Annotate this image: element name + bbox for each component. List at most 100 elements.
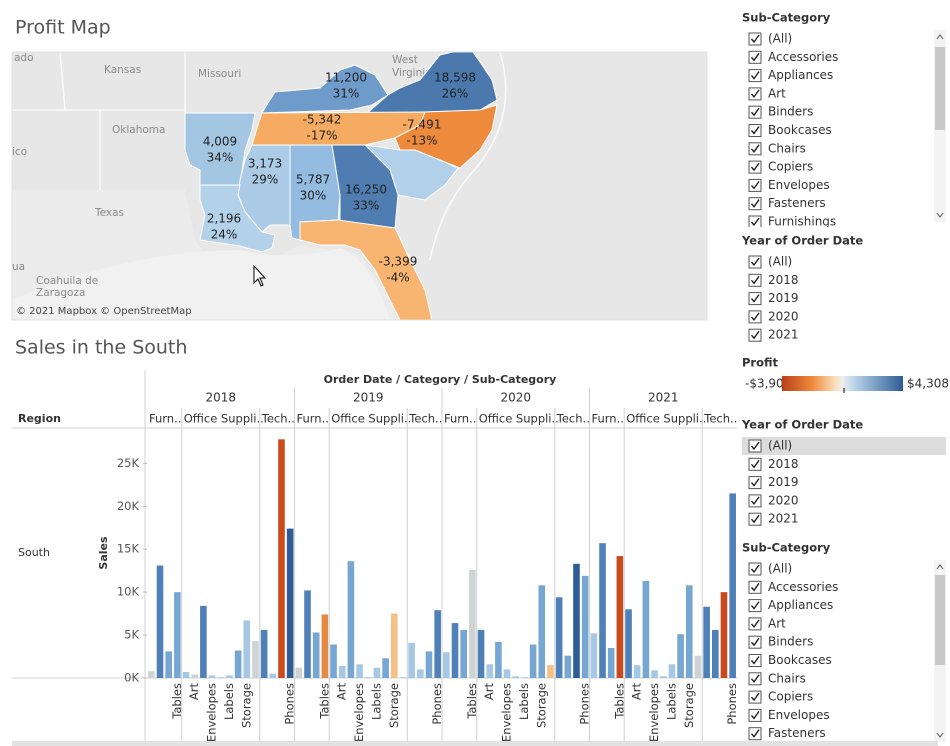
bar[interactable]: [382, 658, 389, 678]
bar[interactable]: [312, 632, 320, 678]
filter-item[interactable]: Bookcases: [768, 123, 832, 137]
bar[interactable]: [217, 677, 225, 678]
bar[interactable]: [599, 543, 606, 678]
filter-item[interactable]: Chairs: [768, 671, 806, 685]
filter-item[interactable]: (All): [768, 32, 792, 46]
bar[interactable]: [252, 641, 259, 678]
bar[interactable]: [547, 665, 554, 678]
filter-item[interactable]: Art: [768, 616, 786, 630]
checkbox[interactable]: [748, 672, 762, 686]
filter-item[interactable]: (All): [768, 562, 792, 576]
bar[interactable]: [443, 652, 450, 678]
filter-item[interactable]: 2021: [768, 328, 799, 342]
checkbox[interactable]: [748, 197, 762, 211]
bar[interactable]: [729, 493, 736, 678]
bar[interactable]: [174, 592, 181, 678]
bar[interactable]: [295, 667, 303, 678]
scroll-up[interactable]: [936, 34, 944, 40]
bar[interactable]: [555, 597, 563, 678]
bar[interactable]: [234, 650, 242, 678]
checkbox[interactable]: [748, 635, 762, 649]
bar[interactable]: [590, 633, 598, 678]
bar[interactable]: [200, 605, 207, 678]
checkbox[interactable]: [748, 328, 762, 342]
bar[interactable]: [304, 590, 311, 678]
bar[interactable]: [607, 647, 615, 678]
scroll-down[interactable]: [936, 212, 944, 218]
filter-item[interactable]: (All): [768, 255, 792, 269]
checkbox[interactable]: [748, 292, 762, 306]
filter-item[interactable]: Chairs: [768, 141, 806, 155]
filter-item[interactable]: Art: [768, 86, 786, 100]
bar[interactable]: [260, 629, 268, 678]
checkbox[interactable]: [748, 160, 762, 174]
bar[interactable]: [651, 670, 658, 678]
bar[interactable]: [495, 641, 502, 678]
bar[interactable]: [469, 569, 476, 678]
checkbox[interactable]: [748, 255, 762, 269]
filter-item[interactable]: Binders: [768, 105, 813, 119]
checkbox[interactable]: [748, 439, 762, 453]
bar[interactable]: [417, 669, 424, 678]
checkbox[interactable]: [748, 654, 762, 667]
filter-item[interactable]: 2021: [768, 512, 799, 526]
state[interactable]: [199, 184, 276, 253]
bar[interactable]: [503, 669, 511, 678]
checkbox[interactable]: [748, 50, 762, 64]
state[interactable]: [299, 219, 433, 320]
bar[interactable]: [642, 580, 650, 678]
bar[interactable]: [659, 676, 667, 678]
checkbox[interactable]: [748, 178, 762, 192]
bar[interactable]: [703, 606, 710, 678]
bar[interactable]: [694, 655, 702, 678]
filter-item[interactable]: Envelopes: [768, 708, 830, 722]
bar[interactable]: [573, 563, 580, 678]
bar[interactable]: [408, 642, 415, 678]
bar[interactable]: [616, 556, 624, 678]
bar[interactable]: [425, 651, 433, 678]
filter-item[interactable]: (All): [768, 439, 792, 453]
filter-item[interactable]: Binders: [768, 635, 813, 649]
bar[interactable]: [668, 664, 676, 678]
bar[interactable]: [521, 677, 528, 678]
bar[interactable]: [685, 585, 693, 678]
bar[interactable]: [512, 676, 520, 678]
bar[interactable]: [460, 629, 467, 678]
bar[interactable]: [390, 613, 398, 678]
bar[interactable]: [182, 671, 190, 678]
filter-item[interactable]: Furnishings: [768, 215, 836, 229]
filter-item[interactable]: 2019: [768, 291, 799, 305]
bar[interactable]: [538, 585, 546, 678]
filter-item[interactable]: Envelopes: [768, 178, 830, 192]
bottom-scrollbar[interactable]: [12, 741, 938, 746]
scroll-down[interactable]: [936, 732, 944, 738]
bar[interactable]: [364, 677, 372, 678]
bar[interactable]: [451, 623, 459, 678]
filter-item[interactable]: Copiers: [768, 160, 813, 174]
checkbox[interactable]: [748, 457, 762, 471]
checkbox[interactable]: [748, 476, 762, 490]
bar[interactable]: [321, 614, 329, 678]
bar[interactable]: [529, 644, 537, 678]
bar[interactable]: [677, 634, 684, 678]
bar[interactable]: [330, 644, 337, 678]
checkbox[interactable]: [748, 617, 762, 631]
checkbox[interactable]: [748, 124, 762, 137]
bar[interactable]: [633, 665, 641, 678]
checkbox[interactable]: [748, 512, 762, 526]
filter-item[interactable]: Accessories: [768, 50, 838, 64]
bar[interactable]: [165, 651, 172, 678]
checkbox[interactable]: [748, 580, 762, 594]
bar[interactable]: [191, 674, 199, 678]
filter-item[interactable]: 2019: [768, 475, 799, 489]
checkbox[interactable]: [748, 562, 762, 576]
checkbox[interactable]: [748, 69, 762, 83]
checkbox[interactable]: [748, 494, 762, 508]
filter-item[interactable]: 2018: [768, 457, 799, 471]
filter-item[interactable]: Bookcases: [768, 653, 832, 667]
checkbox[interactable]: [748, 690, 762, 704]
checkbox[interactable]: [748, 105, 762, 119]
checkbox[interactable]: [748, 310, 762, 324]
bar[interactable]: [269, 673, 277, 678]
bar[interactable]: [243, 620, 251, 678]
